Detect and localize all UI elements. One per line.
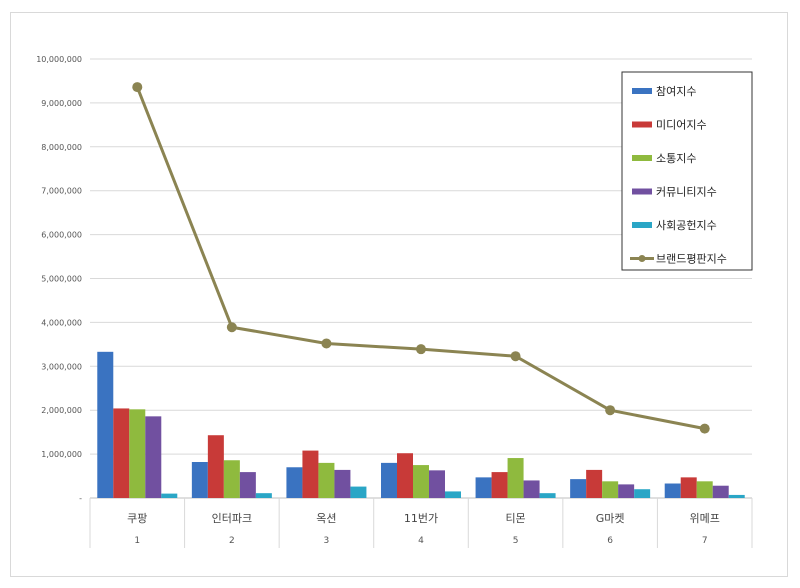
bar-4	[618, 484, 635, 498]
line-marker	[699, 423, 710, 434]
brand-reputation-line	[135, 86, 706, 431]
legend-box	[621, 71, 753, 271]
rank-label: 4	[418, 536, 424, 546]
category-label: 인터파크	[212, 512, 252, 525]
bar-3	[223, 460, 240, 498]
y-tick-label: 9,000,000	[41, 99, 82, 108]
rank-label: 1	[134, 536, 140, 546]
bar-1	[381, 462, 397, 498]
bar-5	[539, 493, 556, 498]
bar-3	[318, 462, 335, 498]
bar-4	[429, 470, 445, 498]
y-tick-label: 8,000,000	[41, 143, 82, 152]
bar-4	[239, 472, 256, 498]
line-marker	[605, 405, 616, 416]
bar-2	[680, 477, 697, 498]
legend-label: 소통지수	[656, 152, 696, 165]
legend-label: 커뮤니티지수	[656, 186, 717, 199]
bar-3	[602, 481, 619, 498]
line-marker	[132, 82, 143, 93]
bar-5	[255, 493, 272, 498]
bar-5	[445, 491, 461, 498]
y-tick-label: -	[79, 494, 82, 503]
bar-3	[129, 409, 146, 498]
bar-3	[507, 458, 524, 498]
category-label: 쿠팡	[127, 512, 147, 525]
line-marker	[226, 322, 237, 333]
legend-label: 참여지수	[656, 85, 696, 98]
bar-1	[191, 462, 208, 498]
category-label: G마켓	[596, 512, 625, 525]
y-tick-label: 4,000,000	[41, 318, 82, 327]
y-tick-label: 3,000,000	[41, 362, 82, 371]
line-marker	[510, 351, 521, 362]
legend-swatch	[632, 188, 652, 195]
bar-5	[161, 493, 178, 498]
bar-2	[302, 450, 319, 498]
rank-label: 3	[324, 536, 330, 546]
rank-label: 5	[513, 536, 519, 546]
bar-1	[286, 467, 303, 498]
legend-swatch	[632, 88, 652, 94]
y-tick-label: 5,000,000	[41, 275, 82, 284]
bar-2	[207, 435, 224, 498]
legend-swatch	[632, 155, 652, 161]
bar-4	[145, 416, 162, 498]
bar-5	[728, 494, 745, 498]
bar-2	[491, 472, 508, 498]
legend-label: 브랜드평판지수	[656, 253, 727, 266]
category-label: 옥션	[316, 512, 336, 525]
legend-marker	[638, 255, 646, 262]
bar-3	[413, 465, 429, 498]
bar-5	[350, 486, 367, 498]
legend-label: 사회공헌지수	[656, 219, 717, 232]
y-tick-label: 7,000,000	[41, 187, 82, 196]
category-label: 티몬	[505, 512, 525, 525]
y-tick-label: 2,000,000	[41, 406, 82, 415]
rank-label: 7	[702, 536, 708, 546]
legend-swatch	[632, 222, 652, 228]
bar-3	[696, 481, 713, 498]
bar-4	[712, 485, 729, 498]
bar-4	[523, 480, 540, 498]
y-tick-label: 10,000,000	[36, 55, 82, 64]
legend-label: 미디어지수	[656, 119, 707, 132]
bar-2	[397, 453, 413, 498]
bar-4	[334, 469, 351, 498]
chart-frame	[10, 12, 788, 577]
y-tick-label: 1,000,000	[41, 450, 82, 459]
legend-swatch	[632, 121, 652, 128]
rank-label: 2	[229, 536, 235, 546]
bar-1	[97, 351, 114, 498]
y-tick-label: 6,000,000	[41, 231, 82, 240]
bar-1	[475, 477, 492, 498]
bar-1	[570, 479, 587, 498]
bar-2	[113, 408, 130, 498]
bar-2	[586, 469, 603, 498]
line-marker	[416, 344, 426, 355]
rank-label: 6	[607, 536, 613, 546]
line-marker	[321, 338, 332, 349]
category-label: 위메프	[690, 512, 720, 525]
bar-5	[634, 489, 651, 498]
category-label: 11번가	[404, 512, 438, 525]
bar-1	[664, 483, 681, 498]
